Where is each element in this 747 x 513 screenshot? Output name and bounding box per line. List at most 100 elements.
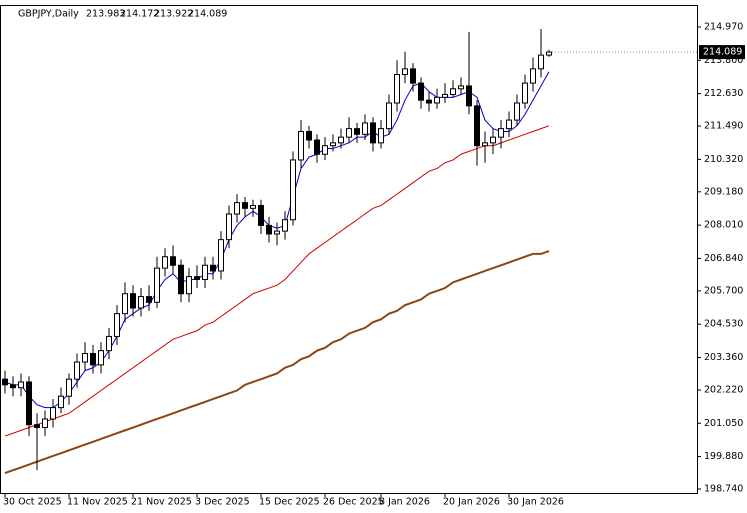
candle-body — [498, 128, 504, 138]
candle-body — [490, 136, 496, 144]
candle-body — [114, 313, 120, 337]
price-box — [699, 45, 745, 60]
candle-body — [514, 102, 520, 121]
y-tick-label: 198.740 — [704, 484, 743, 495]
candle-body — [330, 142, 336, 147]
candle-body — [2, 378, 8, 386]
candle-body — [306, 130, 312, 141]
candle-body — [106, 335, 112, 352]
candle-body — [402, 68, 408, 76]
candle-body — [194, 276, 200, 281]
candle-body — [18, 381, 24, 389]
y-tick-label: 208.010 — [704, 220, 743, 231]
x-tick-label: 11 Nov 2025 — [67, 497, 128, 508]
candle-body — [186, 276, 192, 295]
y-tick-label: 199.880 — [704, 451, 743, 462]
y-tick-label: 213.800 — [704, 55, 743, 66]
candle-body — [362, 122, 368, 135]
y-tick-label: 203.360 — [704, 352, 743, 363]
candle-body — [418, 82, 424, 101]
x-tick-label: 3 Dec 2025 — [195, 497, 250, 508]
candle-body — [370, 122, 376, 144]
candle-body — [354, 128, 360, 135]
price-label: 214.089 — [703, 47, 742, 58]
candle-body — [170, 256, 176, 266]
candle-body — [146, 296, 152, 303]
candle-body — [50, 407, 56, 420]
candle-body — [26, 381, 32, 426]
candle-body — [258, 204, 264, 226]
candle-body — [58, 395, 64, 409]
candle-body — [458, 85, 464, 90]
candle-body — [426, 99, 432, 104]
candle-body — [162, 256, 168, 269]
candle-body — [506, 119, 512, 130]
candle-body — [242, 202, 248, 209]
candle-body — [130, 293, 136, 309]
y-tick-label: 201.050 — [704, 418, 743, 429]
candle-body — [234, 202, 240, 215]
candle-body — [442, 93, 448, 98]
candle-body — [314, 139, 320, 155]
candle-body — [530, 68, 536, 84]
candle-body — [210, 264, 216, 272]
candle-body — [122, 293, 128, 315]
candle-body — [346, 128, 352, 138]
moving-average — [4, 250, 550, 475]
header-close: 214.089 — [188, 9, 227, 20]
candle-body — [482, 142, 488, 147]
candle-body — [66, 378, 72, 397]
candle-body — [218, 239, 224, 272]
candle-body — [98, 350, 104, 366]
candle-body — [74, 361, 80, 380]
candle-body — [178, 264, 184, 295]
candle-body — [138, 296, 144, 309]
candle-body — [410, 68, 416, 84]
candle-body — [42, 418, 48, 429]
candle-body — [474, 105, 480, 147]
y-tick-label: 206.840 — [704, 253, 743, 264]
y-tick-label: 211.490 — [704, 121, 743, 132]
candle-body — [434, 96, 440, 104]
x-tick-label: 26 Dec 2025 — [323, 497, 384, 508]
y-tick-label: 214.970 — [704, 22, 743, 33]
candle-body — [450, 88, 456, 95]
candle-body — [34, 424, 40, 429]
candle-body — [394, 74, 400, 104]
header-high: 214.172 — [120, 9, 159, 20]
candle-body — [386, 102, 392, 130]
candle-body — [274, 230, 280, 235]
candle-body — [266, 224, 272, 235]
candle-body — [338, 136, 344, 144]
candle-body — [226, 213, 232, 241]
header-low: 213.922 — [154, 9, 193, 20]
y-tick-label: 202.220 — [704, 384, 743, 395]
y-tick-label: 204.530 — [704, 319, 743, 330]
x-tick-label: 20 Jan 2026 — [443, 497, 500, 508]
candle-body — [202, 264, 208, 281]
candle-body — [538, 54, 544, 70]
x-tick-label: 30 Jan 2026 — [507, 497, 564, 508]
candle-body — [282, 219, 288, 232]
candle-body — [90, 353, 96, 366]
candle-body — [298, 130, 304, 161]
y-tick-label: 212.630 — [704, 88, 743, 99]
candle-body — [466, 85, 472, 107]
x-tick-label: 30 Oct 2025 — [3, 497, 62, 508]
candle-body — [82, 353, 88, 363]
candle-body — [250, 204, 256, 209]
x-tick-label: 21 Nov 2025 — [131, 497, 192, 508]
candle-body — [522, 82, 528, 104]
candle-body — [290, 159, 296, 221]
header-open: 213.983 — [86, 9, 125, 20]
x-tick-label: 15 Dec 2025 — [259, 497, 320, 508]
plot-frame — [0, 5, 698, 494]
x-tick-label: 8 Jan 2026 — [379, 497, 430, 508]
y-tick-label: 209.180 — [704, 186, 743, 197]
y-tick-label: 210.320 — [704, 154, 743, 165]
chart-title: GBPJPY,Daily — [18, 9, 79, 20]
candle-body — [154, 267, 160, 303]
y-tick-label: 205.700 — [704, 285, 743, 296]
candle-body — [378, 128, 384, 144]
